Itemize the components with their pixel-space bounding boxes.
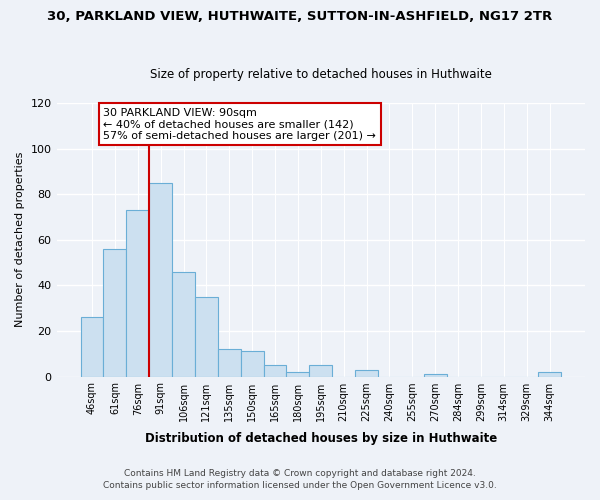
Bar [195,296,218,376]
Bar [241,352,263,376]
Bar [127,210,149,376]
Text: 30, PARKLAND VIEW, HUTHWAITE, SUTTON-IN-ASHFIELD, NG17 2TR: 30, PARKLAND VIEW, HUTHWAITE, SUTTON-IN-… [47,10,553,23]
Bar [310,365,332,376]
X-axis label: Distribution of detached houses by size in Huthwaite: Distribution of detached houses by size … [145,432,497,445]
Bar [355,370,378,376]
Bar [80,318,103,376]
Bar [103,249,127,376]
Title: Size of property relative to detached houses in Huthwaite: Size of property relative to detached ho… [150,68,492,81]
Bar [149,183,172,376]
Y-axis label: Number of detached properties: Number of detached properties [15,152,25,328]
Bar [424,374,446,376]
Bar [286,372,310,376]
Text: 30 PARKLAND VIEW: 90sqm
← 40% of detached houses are smaller (142)
57% of semi-d: 30 PARKLAND VIEW: 90sqm ← 40% of detache… [103,108,376,141]
Text: Contains HM Land Registry data © Crown copyright and database right 2024.
Contai: Contains HM Land Registry data © Crown c… [103,468,497,490]
Bar [538,372,561,376]
Bar [172,272,195,376]
Bar [218,349,241,376]
Bar [263,365,286,376]
